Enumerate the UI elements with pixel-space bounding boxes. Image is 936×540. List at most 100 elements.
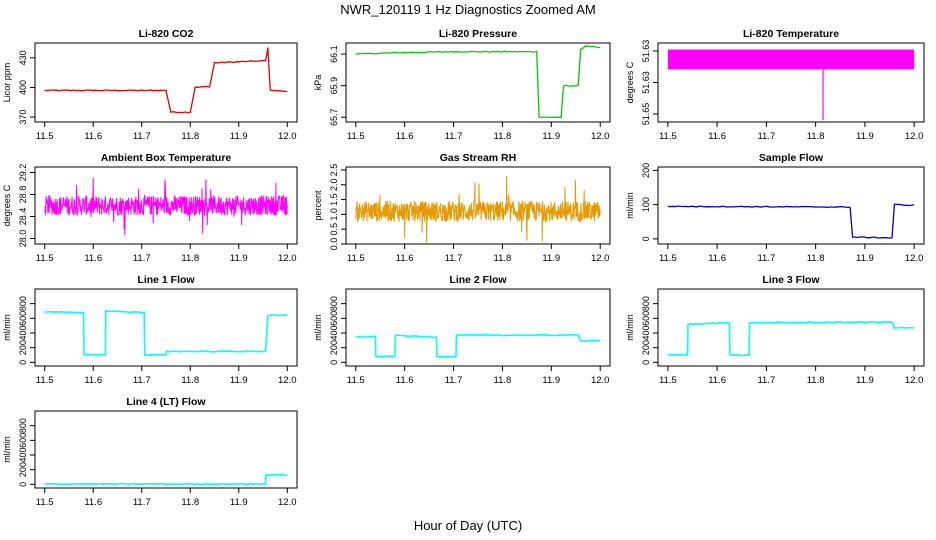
y-tick-label: 600	[329, 311, 339, 326]
y-tick-label: 400	[18, 447, 28, 462]
y-axis-label: ml/min	[2, 436, 12, 463]
x-tick-label: 12.0	[278, 375, 297, 386]
x-tick-label: 11.5	[347, 131, 365, 142]
x-tick-label: 11.8	[807, 375, 825, 386]
y-tick-label: 65.7	[329, 108, 339, 126]
x-tick-label: 11.6	[84, 253, 102, 264]
panel-title: Li-820 CO2	[139, 28, 194, 40]
panel-title: Li-820 Pressure	[439, 28, 517, 40]
y-tick-label: 600	[641, 311, 651, 326]
x-tick-label: 12.0	[905, 253, 924, 264]
data-line	[44, 47, 288, 114]
x-tick-label: 11.6	[396, 375, 414, 386]
plot-frame	[34, 410, 298, 489]
x-tick-label: 11.9	[230, 375, 248, 386]
x-tick-label: 11.7	[757, 375, 775, 386]
data-line	[44, 177, 288, 236]
plot-frame	[34, 42, 298, 123]
y-tick-label: 51.63	[641, 71, 651, 94]
plot-frame	[657, 288, 925, 367]
y-axis-label: percent	[313, 190, 323, 221]
chart-panel-9: Line 3 Flow ml/min 11.5 11.6 11.7 11.8 11.9 12.…	[625, 274, 925, 386]
x-tick-label: 11.7	[757, 131, 775, 142]
y-tick-label: 0.0	[329, 238, 339, 251]
panel-title: Li-820 Temperature	[743, 28, 839, 40]
plot-frame	[345, 288, 611, 367]
x-tick-label: 12.0	[278, 131, 297, 142]
x-tick-label: 11.9	[542, 375, 560, 386]
x-tick-label: 11.5	[347, 375, 365, 386]
x-tick-label: 11.8	[181, 375, 199, 386]
x-tick-label: 12.0	[591, 131, 610, 142]
y-axis-label: ml/min	[625, 314, 635, 341]
x-tick-label: 11.6	[708, 253, 726, 264]
x-tick-label: 11.9	[542, 131, 560, 142]
x-tick-label: 11.8	[494, 131, 512, 142]
y-axis-label: ml/min	[625, 192, 635, 219]
plot-frame	[657, 166, 925, 245]
x-tick-label: 11.8	[181, 253, 199, 264]
x-tick-label: 11.6	[396, 253, 414, 264]
panel-title: Line 1 Flow	[137, 274, 195, 286]
panel-title: Ambient Box Temperature	[101, 152, 232, 164]
y-tick-label: 51.63	[641, 40, 651, 63]
x-tick-label: 12.0	[278, 497, 297, 508]
y-tick-label: 400	[18, 80, 28, 95]
x-tick-label: 11.9	[230, 131, 248, 142]
y-axis-label: degrees C	[2, 184, 12, 226]
x-tick-label: 11.7	[445, 253, 463, 264]
y-tick-label: 600	[18, 433, 28, 448]
y-tick-label: 29.2	[18, 164, 28, 182]
data-line	[667, 203, 915, 239]
y-tick-label: 0.5	[329, 223, 339, 236]
y-tick-label: 800	[18, 418, 28, 433]
y-tick-label: 66.1	[329, 45, 339, 63]
x-tick-label: 11.7	[133, 375, 151, 386]
x-tick-label: 12.0	[905, 131, 924, 142]
page-title: NWR_120119 1 Hz Diagnostics Zoomed AM	[340, 2, 596, 17]
x-tick-label: 11.8	[807, 131, 825, 142]
y-tick-label: 200	[18, 340, 28, 355]
chart-panel-1: Li-820 CO2 Licor ppm 11.5 11.6 11.7 11.8 11.9 1…	[2, 28, 298, 142]
x-tick-label: 11.7	[133, 253, 151, 264]
chart-panel-10: Line 4 (LT) Flow ml/min 11.5 11.6 11.7 11.8 11…	[2, 396, 298, 508]
data-line	[355, 333, 601, 358]
x-tick-label: 11.5	[36, 131, 54, 142]
data-line	[44, 309, 288, 357]
plot-frame	[34, 166, 298, 245]
x-tick-label: 11.6	[84, 375, 102, 386]
x-tick-label: 11.9	[230, 253, 248, 264]
y-axis-label: ml/min	[2, 314, 12, 341]
panel-title: Gas Stream RH	[440, 152, 516, 164]
x-tick-label: 11.7	[445, 131, 463, 142]
x-tick-label: 11.9	[542, 253, 560, 264]
x-tick-label: 11.8	[807, 253, 825, 264]
x-tick-label: 11.9	[856, 375, 874, 386]
x-tick-label: 11.8	[494, 253, 512, 264]
panel-title: Sample Flow	[759, 152, 824, 164]
y-axis-label: ml/min	[313, 314, 323, 341]
y-tick-label: 800	[18, 296, 28, 311]
x-tick-label: 11.5	[347, 253, 365, 264]
y-tick-label: 800	[329, 296, 339, 311]
y-tick-label: 100	[641, 197, 651, 212]
y-tick-label: 200	[641, 340, 651, 355]
x-tick-label: 11.6	[708, 375, 726, 386]
x-tick-label: 11.7	[445, 375, 463, 386]
x-tick-label: 12.0	[591, 253, 610, 264]
chart-panel-5: Gas Stream RH percent 11.5 11.6 11.7 11.8 11.9…	[313, 152, 611, 264]
chart-panel-2: Li-820 Pressure kPa 11.5 11.6 11.7 11.8 11.9 12…	[313, 28, 611, 142]
plot-frame	[345, 42, 611, 123]
x-tick-label: 11.5	[659, 131, 677, 142]
x-tick-label: 11.8	[494, 375, 512, 386]
x-tick-label: 11.5	[36, 253, 54, 264]
y-tick-label: 51.65	[641, 103, 651, 126]
y-tick-label: 400	[18, 325, 28, 340]
y-tick-label: 0	[18, 482, 28, 487]
x-tick-label: 11.6	[396, 131, 414, 142]
chart-panel-4: Ambient Box Temperature degrees C 11.5 11.6…	[2, 152, 298, 264]
panel-title: Line 2 Flow	[449, 274, 507, 286]
x-tick-label: 11.9	[230, 497, 248, 508]
y-tick-label: 600	[18, 311, 28, 326]
data-line	[667, 320, 915, 357]
